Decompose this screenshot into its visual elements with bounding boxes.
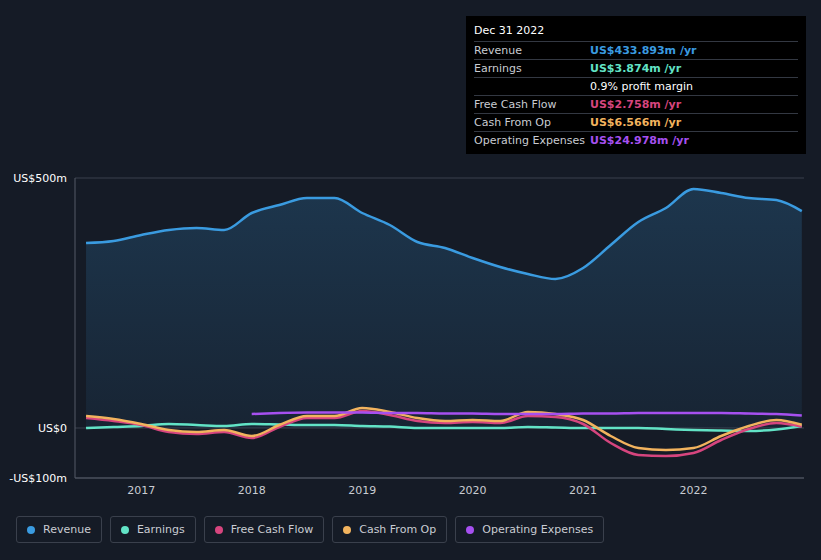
svg-text:2018: 2018 xyxy=(238,484,266,497)
html-text:Revenue: Revenue xyxy=(474,44,522,57)
html-text:Revenue: Revenue xyxy=(43,523,91,536)
svg-text:US$0: US$0 xyxy=(38,422,67,435)
svg-text:2022: 2022 xyxy=(680,484,708,497)
svg-text:2021: 2021 xyxy=(569,484,597,497)
html-text:Free Cash Flow: Free Cash Flow xyxy=(230,523,314,536)
html-text:Dec 31 2022: Dec 31 2022 xyxy=(474,24,545,37)
svg-text:US$500m: US$500m xyxy=(13,172,67,185)
html-text:Earnings: Earnings xyxy=(136,523,185,536)
html-text:Earnings: Earnings xyxy=(474,62,522,75)
html-text:Cash From Op: Cash From Op xyxy=(474,116,551,129)
html-text:Operating Expenses: Operating Expenses xyxy=(482,523,594,536)
html-text:US$6.566m /yr: US$6.566m /yr xyxy=(590,116,682,129)
html-text:Operating Expenses: Operating Expenses xyxy=(474,134,585,147)
html-text:US$433.893m /yr: US$433.893m /yr xyxy=(590,44,697,57)
html-text:Free Cash Flow: Free Cash Flow xyxy=(474,98,557,111)
html-text:Cash From Op: Cash From Op xyxy=(359,523,437,536)
html-text:US$3.874m /yr: US$3.874m /yr xyxy=(590,62,682,75)
svg-text:2017: 2017 xyxy=(127,484,155,497)
html-text:0.9% profit margin: 0.9% profit margin xyxy=(590,80,693,93)
svg-text:-US$100m: -US$100m xyxy=(9,472,67,485)
svg-text:2020: 2020 xyxy=(459,484,487,497)
svg-text:2019: 2019 xyxy=(348,484,376,497)
html-text:US$2.758m /yr: US$2.758m /yr xyxy=(590,98,682,111)
html-text:US$24.978m /yr: US$24.978m /yr xyxy=(590,134,689,147)
